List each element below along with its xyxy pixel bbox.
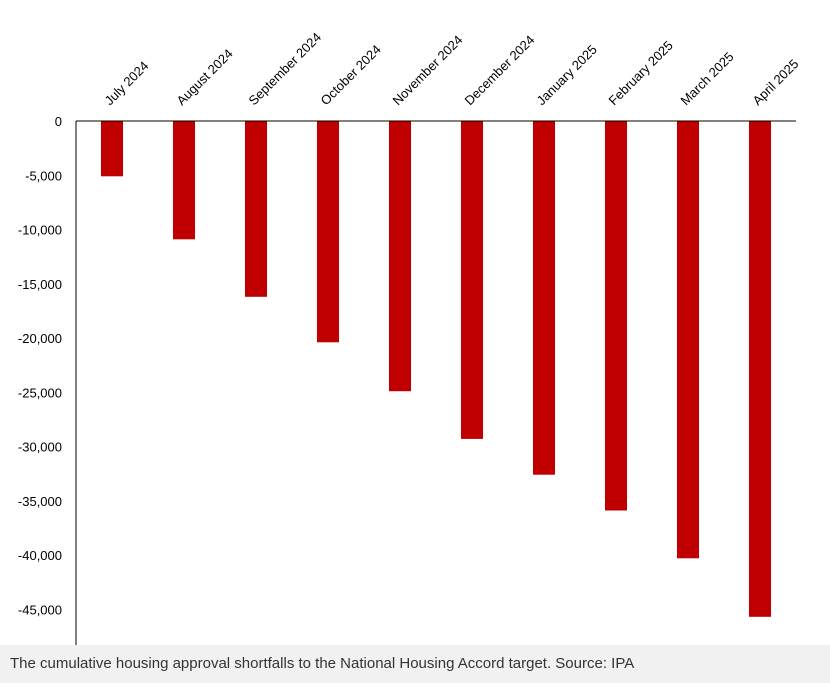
bar-april-2025 <box>749 121 771 617</box>
caption-bar: The cumulative housing approval shortfal… <box>0 645 830 683</box>
y-tick-label: -5,000 <box>25 168 62 183</box>
y-tick-label: -25,000 <box>18 385 62 400</box>
y-tick-label: -35,000 <box>18 494 62 509</box>
category-label: April 2025 <box>750 56 802 108</box>
y-tick-label: -45,000 <box>18 602 62 617</box>
figure-caption: The cumulative housing approval shortfal… <box>10 655 635 672</box>
bar-january-2025 <box>533 121 555 475</box>
category-label: November 2024 <box>390 32 466 108</box>
bar-september-2024 <box>245 121 267 297</box>
y-tick-label: -40,000 <box>18 548 62 563</box>
bar-november-2024 <box>389 121 411 392</box>
category-label: October 2024 <box>318 42 384 108</box>
category-label: February 2025 <box>606 38 676 108</box>
y-tick-label: -10,000 <box>18 223 62 238</box>
bar-october-2024 <box>317 121 339 343</box>
category-label: July 2024 <box>102 58 152 108</box>
bar-december-2024 <box>461 121 483 439</box>
category-label: August 2024 <box>174 46 236 108</box>
bar-august-2024 <box>173 121 195 240</box>
chart-area: 0 -5,000 -10,000 -15,000 -20,000 -25,000 -30,0… <box>18 30 802 645</box>
y-axis: 0 -5,000 -10,000 -15,000 -20,000 -25,000 -30,0… <box>18 114 77 645</box>
bars <box>101 121 771 617</box>
y-tick-label: -30,000 <box>18 440 62 455</box>
y-tick-label: -20,000 <box>18 331 62 346</box>
category-labels: July 2024 August 2024 September 2024Octobe… <box>102 30 802 109</box>
category-label: September 2024 <box>246 30 325 109</box>
category-label: January 2025 <box>534 42 600 108</box>
bar-chart: 0 -5,000 -10,000 -15,000 -20,000 -25,000 -30,0… <box>18 30 802 645</box>
bar-july-2024 <box>101 121 123 177</box>
category-label: March 2025 <box>678 49 737 108</box>
y-tick-label: 0 <box>55 114 62 129</box>
bar-march-2025 <box>677 121 699 559</box>
category-label: December 2024 <box>462 32 538 108</box>
y-tick-label: -15,000 <box>18 277 62 292</box>
bar-february-2025 <box>605 121 627 511</box>
